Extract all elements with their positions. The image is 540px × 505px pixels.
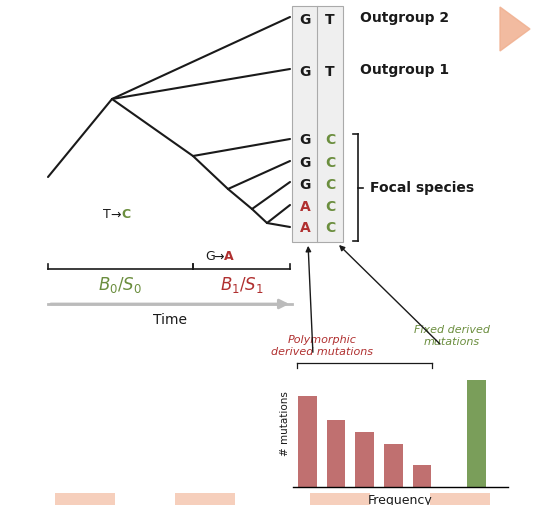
Bar — [310, 493, 370, 505]
Text: A: A — [300, 221, 310, 234]
Bar — [384, 444, 403, 487]
Bar — [413, 465, 431, 487]
Text: C: C — [325, 133, 335, 147]
Text: G: G — [205, 250, 215, 263]
Text: G: G — [299, 65, 310, 79]
Text: A: A — [300, 199, 310, 214]
Text: Time: Time — [153, 313, 187, 326]
Bar — [55, 493, 115, 505]
Text: G: G — [299, 133, 310, 147]
Bar — [298, 396, 316, 487]
Text: C: C — [325, 199, 335, 214]
Bar — [327, 420, 345, 487]
Text: Fixed derived
mutations: Fixed derived mutations — [414, 324, 490, 346]
Text: C: C — [325, 221, 335, 234]
Text: T: T — [103, 208, 111, 221]
Bar — [292, 7, 318, 242]
Text: Focal species: Focal species — [370, 181, 474, 194]
Text: G: G — [299, 178, 310, 191]
Text: Outgroup 2: Outgroup 2 — [360, 11, 449, 25]
Polygon shape — [500, 8, 530, 52]
Text: $B_0/S_0$: $B_0/S_0$ — [98, 274, 143, 294]
Text: C: C — [325, 156, 335, 170]
Text: →: → — [111, 208, 122, 221]
X-axis label: Frequency: Frequency — [368, 492, 433, 505]
Text: G: G — [299, 156, 310, 170]
Text: T: T — [325, 13, 335, 27]
Bar — [467, 380, 486, 487]
Bar — [317, 7, 343, 242]
Text: $B_1/S_1$: $B_1/S_1$ — [220, 274, 264, 294]
Text: T: T — [325, 65, 335, 79]
Text: →: → — [214, 250, 224, 263]
Text: Outgroup 1: Outgroup 1 — [360, 63, 449, 77]
Text: C: C — [122, 208, 131, 221]
Text: C: C — [325, 178, 335, 191]
Text: G: G — [299, 13, 310, 27]
Bar — [355, 432, 374, 487]
Text: Polymorphic
derived mutations: Polymorphic derived mutations — [271, 334, 373, 356]
Bar — [430, 493, 490, 505]
Y-axis label: # mutations: # mutations — [280, 391, 290, 456]
Text: A: A — [224, 250, 234, 263]
Bar — [175, 493, 235, 505]
